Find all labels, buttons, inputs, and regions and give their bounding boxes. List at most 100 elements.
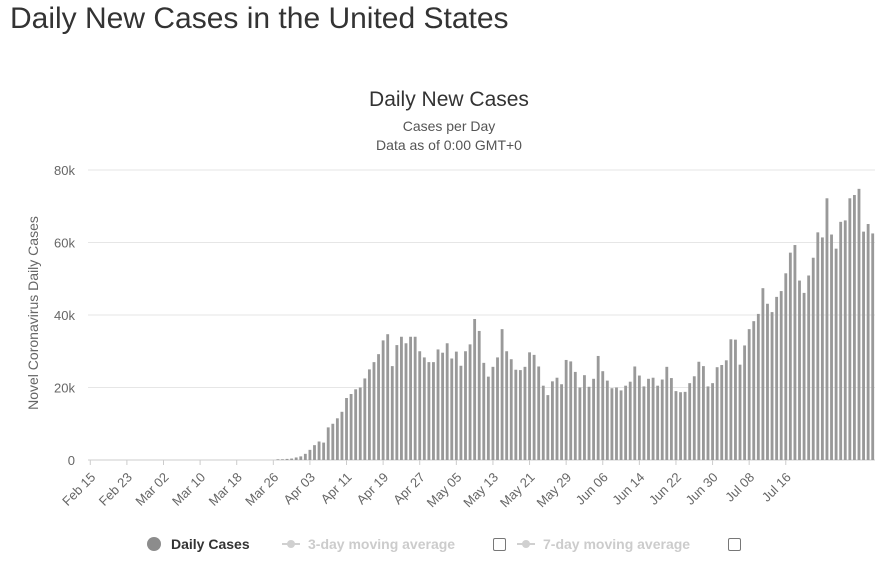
bar[interactable] (313, 445, 316, 460)
bar[interactable] (605, 380, 609, 460)
bar[interactable] (592, 378, 596, 460)
bar[interactable] (779, 291, 783, 460)
bar[interactable] (601, 371, 605, 460)
bar[interactable] (441, 352, 445, 460)
bar[interactable] (564, 359, 568, 460)
bar[interactable] (427, 362, 431, 461)
bar[interactable] (555, 377, 559, 460)
bar[interactable] (436, 349, 440, 460)
bar[interactable] (798, 280, 801, 460)
bar[interactable] (665, 366, 669, 460)
bar[interactable] (294, 457, 298, 460)
bar[interactable] (647, 378, 650, 460)
bar[interactable] (583, 375, 586, 460)
bar[interactable] (551, 381, 554, 460)
bar[interactable] (532, 354, 536, 461)
bar[interactable] (400, 336, 403, 460)
bar[interactable] (871, 233, 875, 460)
bar[interactable] (518, 370, 522, 460)
bar[interactable] (335, 418, 339, 460)
bar[interactable] (734, 339, 737, 460)
bar[interactable] (834, 248, 838, 460)
bar[interactable] (770, 312, 774, 460)
bar[interactable] (843, 220, 847, 460)
bar[interactable] (514, 369, 518, 460)
bar[interactable] (711, 383, 714, 460)
bar[interactable] (486, 376, 490, 461)
bar[interactable] (756, 313, 760, 460)
bar[interactable] (697, 361, 701, 460)
bar[interactable] (683, 391, 687, 460)
bar[interactable] (660, 379, 664, 460)
bar[interactable] (500, 329, 504, 460)
bar[interactable] (454, 351, 458, 460)
bar[interactable] (720, 365, 724, 460)
bar[interactable] (468, 344, 472, 460)
bar[interactable] (404, 343, 408, 460)
bar[interactable] (761, 288, 765, 460)
bar[interactable] (349, 394, 353, 460)
bar[interactable] (464, 351, 467, 460)
bar[interactable] (477, 330, 481, 460)
bar[interactable] (624, 385, 628, 460)
bar[interactable] (317, 441, 321, 460)
bar[interactable] (450, 358, 454, 461)
bar[interactable] (422, 357, 426, 460)
legend-item-daily-cases[interactable]: Daily Cases (147, 532, 250, 556)
bar[interactable] (688, 383, 692, 460)
bar[interactable] (619, 390, 623, 460)
bar[interactable] (743, 345, 747, 460)
checkbox-7-day-average[interactable] (728, 538, 741, 551)
bar[interactable] (651, 377, 655, 460)
bar[interactable] (569, 361, 573, 460)
bar[interactable] (276, 459, 280, 460)
bar[interactable] (839, 221, 843, 460)
bar[interactable] (578, 387, 582, 461)
bar[interactable] (299, 456, 303, 461)
bar[interactable] (724, 360, 728, 460)
bar[interactable] (509, 359, 513, 460)
bar[interactable] (784, 273, 788, 460)
bar[interactable] (303, 453, 307, 460)
bar[interactable] (523, 366, 527, 460)
bar[interactable] (866, 224, 870, 460)
bar[interactable] (679, 392, 682, 460)
bar[interactable] (491, 366, 495, 460)
bar[interactable] (793, 245, 797, 460)
bar[interactable] (281, 459, 284, 460)
bar[interactable] (807, 275, 811, 460)
bar[interactable] (354, 389, 358, 460)
bar[interactable] (706, 386, 710, 460)
bar[interactable] (642, 386, 646, 460)
bar[interactable] (473, 318, 477, 460)
bar[interactable] (738, 364, 742, 460)
bar[interactable] (830, 234, 833, 460)
bar[interactable] (418, 351, 422, 460)
bar[interactable] (285, 458, 289, 460)
bar[interactable] (615, 387, 618, 461)
bar[interactable] (596, 355, 600, 460)
bar[interactable] (459, 365, 463, 460)
bar[interactable] (669, 378, 673, 460)
bar[interactable] (633, 366, 637, 460)
bar[interactable] (331, 423, 335, 460)
bar[interactable] (541, 385, 545, 460)
bar[interactable] (326, 427, 330, 461)
bar[interactable] (692, 376, 696, 460)
legend-item-3-day-average[interactable]: 3-day moving average (282, 532, 455, 556)
bar[interactable] (560, 384, 563, 460)
bar[interactable] (377, 354, 380, 460)
bar[interactable] (482, 362, 486, 460)
bar[interactable] (775, 296, 779, 461)
bar[interactable] (358, 387, 362, 461)
bar[interactable] (848, 198, 852, 460)
bar[interactable] (820, 237, 824, 460)
bar[interactable] (573, 371, 577, 460)
bar[interactable] (852, 195, 856, 460)
checkbox-3-day-average[interactable] (493, 538, 506, 551)
bar[interactable] (587, 386, 591, 460)
bar[interactable] (729, 339, 733, 460)
bar[interactable] (445, 343, 449, 460)
bar[interactable] (628, 381, 632, 460)
bar[interactable] (816, 232, 820, 460)
